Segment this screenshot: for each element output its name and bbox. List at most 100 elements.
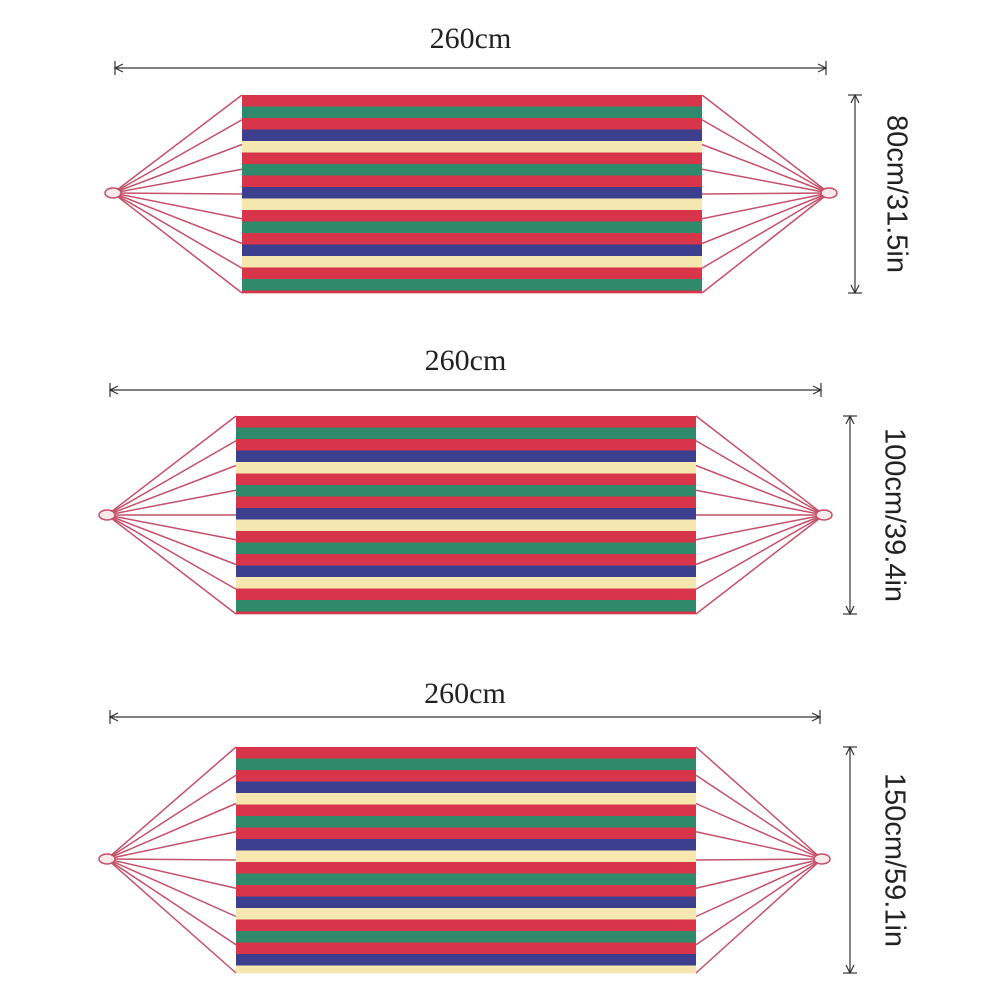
stripe <box>236 565 696 578</box>
rope <box>695 774 823 860</box>
stripe <box>236 965 696 974</box>
arrow-head <box>113 63 828 73</box>
stripe <box>236 908 696 920</box>
length-label: 260cm <box>424 677 506 710</box>
stripe <box>242 118 702 130</box>
arrow-head <box>108 385 823 395</box>
stripe <box>242 267 702 280</box>
stripe <box>236 577 696 589</box>
stripe <box>236 839 696 851</box>
rope <box>695 858 823 918</box>
rope <box>106 415 237 516</box>
stripe <box>236 588 696 601</box>
rope <box>106 514 237 566</box>
stripe <box>236 496 696 509</box>
rope <box>112 119 243 194</box>
rope <box>701 143 830 194</box>
rope <box>112 192 243 195</box>
rope <box>695 464 825 516</box>
stripe <box>236 554 696 566</box>
rope <box>106 858 237 918</box>
stripe <box>242 129 702 142</box>
rope <box>701 192 830 269</box>
stripe <box>242 244 702 257</box>
ring <box>98 509 116 521</box>
stripe <box>236 611 696 615</box>
stripe <box>236 827 696 840</box>
rope <box>701 119 830 194</box>
stripe <box>236 747 696 759</box>
stripe <box>242 279 702 291</box>
stripe <box>242 187 702 199</box>
stripe <box>242 221 702 234</box>
hammock: 260cm 150cm/59.1in <box>98 677 910 975</box>
rope <box>106 489 237 516</box>
rope <box>695 415 825 516</box>
rope <box>106 831 237 860</box>
rope <box>695 514 825 590</box>
stripe <box>236 758 696 771</box>
ring <box>820 187 838 199</box>
stripe <box>236 850 696 863</box>
rope <box>695 514 825 541</box>
stripe <box>236 896 696 909</box>
stripe <box>236 885 696 897</box>
stripe <box>236 485 696 497</box>
rope <box>695 802 823 860</box>
stripe <box>242 95 702 107</box>
rope <box>695 858 823 861</box>
rope <box>112 168 243 194</box>
rope <box>695 489 825 516</box>
rope <box>701 94 830 194</box>
stripe <box>236 931 696 943</box>
arrow-head <box>845 414 855 616</box>
stripe <box>236 519 696 532</box>
rope <box>695 746 823 860</box>
rope <box>106 514 237 541</box>
stripe <box>236 450 696 463</box>
stripe <box>236 600 696 612</box>
stripe <box>236 919 696 932</box>
rope <box>106 802 237 860</box>
ring <box>813 853 831 865</box>
stripe <box>236 427 696 440</box>
rope <box>106 514 237 615</box>
stripe <box>236 439 696 451</box>
stripe <box>242 106 702 119</box>
stripe <box>242 290 702 294</box>
stripe <box>236 508 696 520</box>
rope <box>106 858 237 946</box>
rope <box>112 192 243 245</box>
stripe <box>242 152 702 165</box>
rope <box>695 440 825 516</box>
stripe <box>242 141 702 153</box>
stripe <box>236 816 696 828</box>
stripe <box>236 770 696 782</box>
ring <box>104 187 122 199</box>
stripe <box>236 793 696 805</box>
rope <box>106 464 237 516</box>
rope <box>695 514 825 566</box>
rope <box>106 774 237 860</box>
stripe <box>242 256 702 268</box>
rope <box>106 858 237 861</box>
width-label: 80cm/31.5in <box>880 115 912 273</box>
rope <box>106 858 237 974</box>
stripe <box>236 873 696 886</box>
rope <box>695 858 823 889</box>
ring <box>98 853 116 865</box>
stripe <box>236 781 696 794</box>
stripe <box>236 462 696 474</box>
rope <box>112 192 243 220</box>
rope <box>695 514 825 615</box>
rope <box>106 858 237 889</box>
rope <box>112 143 243 194</box>
rope <box>106 514 237 590</box>
rope <box>695 831 823 860</box>
stripe <box>236 542 696 555</box>
stripe <box>236 862 696 874</box>
stripe <box>242 233 702 245</box>
width-label: 100cm/39.4in <box>878 428 910 602</box>
length-label: 260cm <box>430 22 512 55</box>
